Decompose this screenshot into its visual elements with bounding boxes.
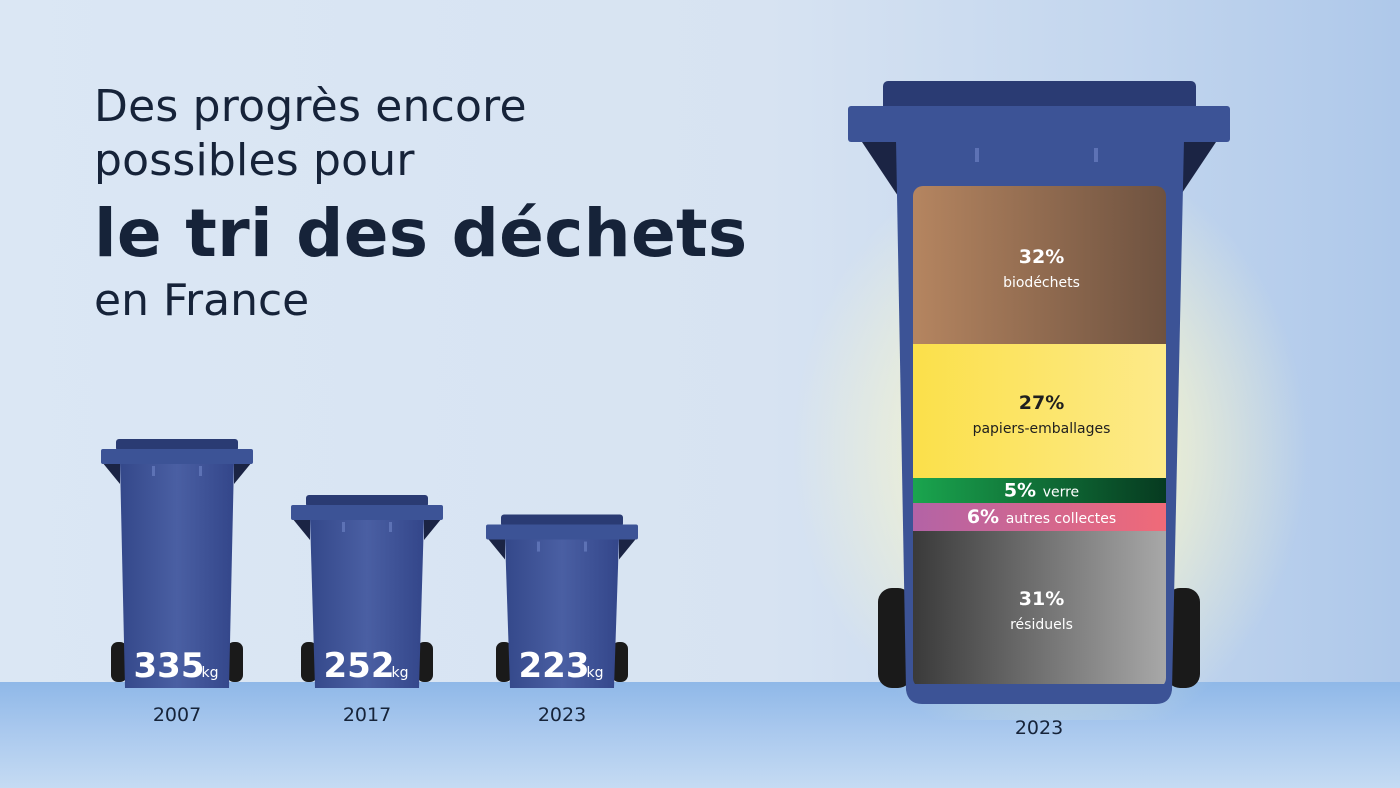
bin-ridge [152,466,155,476]
big-bin-ridge [1094,148,1098,162]
segment-percent-label: 32% [1019,246,1064,268]
bin-lid [101,449,253,464]
big-bin-hinge [862,142,898,196]
title-line-1: Des progrès encore [94,81,527,132]
segment-percent-label: 27% [1019,392,1064,414]
page-title: Des progrès encore possibles pour le tri… [94,80,747,326]
bin-lid-top [116,439,238,451]
bin-hinge-shadow [292,517,310,540]
bin-ridge [537,541,540,552]
bin-ridge [342,521,345,532]
big-bin-lid-top [883,81,1196,111]
big-bin-lid [848,106,1230,142]
bin-hinge-shadow [487,537,505,560]
bin-wheel [227,642,243,682]
bin-ridge [389,521,392,532]
bin-lid-top [306,494,428,507]
segment-percent-label: 5% [1004,480,1043,502]
segment-papiers-emballages [913,344,1166,479]
bin-value-label: 252 [324,646,395,686]
big-bin-wheel [1166,588,1200,688]
segment-percent-label: 31% [1019,588,1064,610]
bin-lid-top [501,514,623,527]
big-bin-group: 32% biodéchets 27% papiers-emballages 5% ver… [848,81,1230,739]
bin-value-label: 335 [134,646,205,686]
bin-wheel [111,642,127,682]
big-bin-hinge [1180,142,1216,196]
segment-name-label: verre [1043,485,1079,501]
big-bin-ridge [975,148,979,162]
big-bin-segments [913,186,1166,684]
bin-ridge [584,541,587,552]
bin-wheel [612,642,628,682]
title-line-2: possibles pour [94,135,415,186]
bin-unit-label: kg [202,665,219,681]
bin-lid [291,504,443,520]
segment-biodéchets [913,186,1166,345]
bin-hinge-shadow [102,462,120,484]
segment-label: 6% autres collectes [967,506,1116,528]
bin-wheel [301,642,317,682]
bin-lid [486,524,638,540]
bin-unit-label: kg [587,665,604,681]
segment-résiduels [913,531,1166,684]
bin-unit-label: kg [392,665,409,681]
title-line-3: le tri des déchets [94,195,748,272]
bin-body [505,537,619,688]
big-bin-year-label: 2023 [1015,717,1063,739]
segment-verre [913,478,1166,504]
title-line-4: en France [94,275,310,326]
segment-name-label: papiers-emballages [973,421,1111,437]
segment-percent-label: 6% [967,506,1006,528]
bin-wheel [417,642,433,682]
bin-body [120,462,234,688]
segment-label: 5% verre [1004,480,1079,502]
segment-name-label: résiduels [1010,617,1073,633]
big-bin-wheel [878,588,912,688]
bin-ridge [199,466,202,476]
bin-year-label: 2023 [538,704,586,726]
bin-body [310,517,424,688]
segment-name-label: biodéchets [1003,275,1080,291]
bin-wheel [496,642,512,682]
bin-hinge-shadow [619,537,637,560]
bin-year-label: 2017 [343,704,391,726]
bin-year-label: 2007 [153,704,201,726]
segment-autres-collectes [913,503,1166,532]
bin-hinge-shadow [234,462,252,484]
bin-value-label: 223 [519,646,590,686]
bin-hinge-shadow [424,517,442,540]
segment-name-label: autres collectes [1006,511,1117,527]
